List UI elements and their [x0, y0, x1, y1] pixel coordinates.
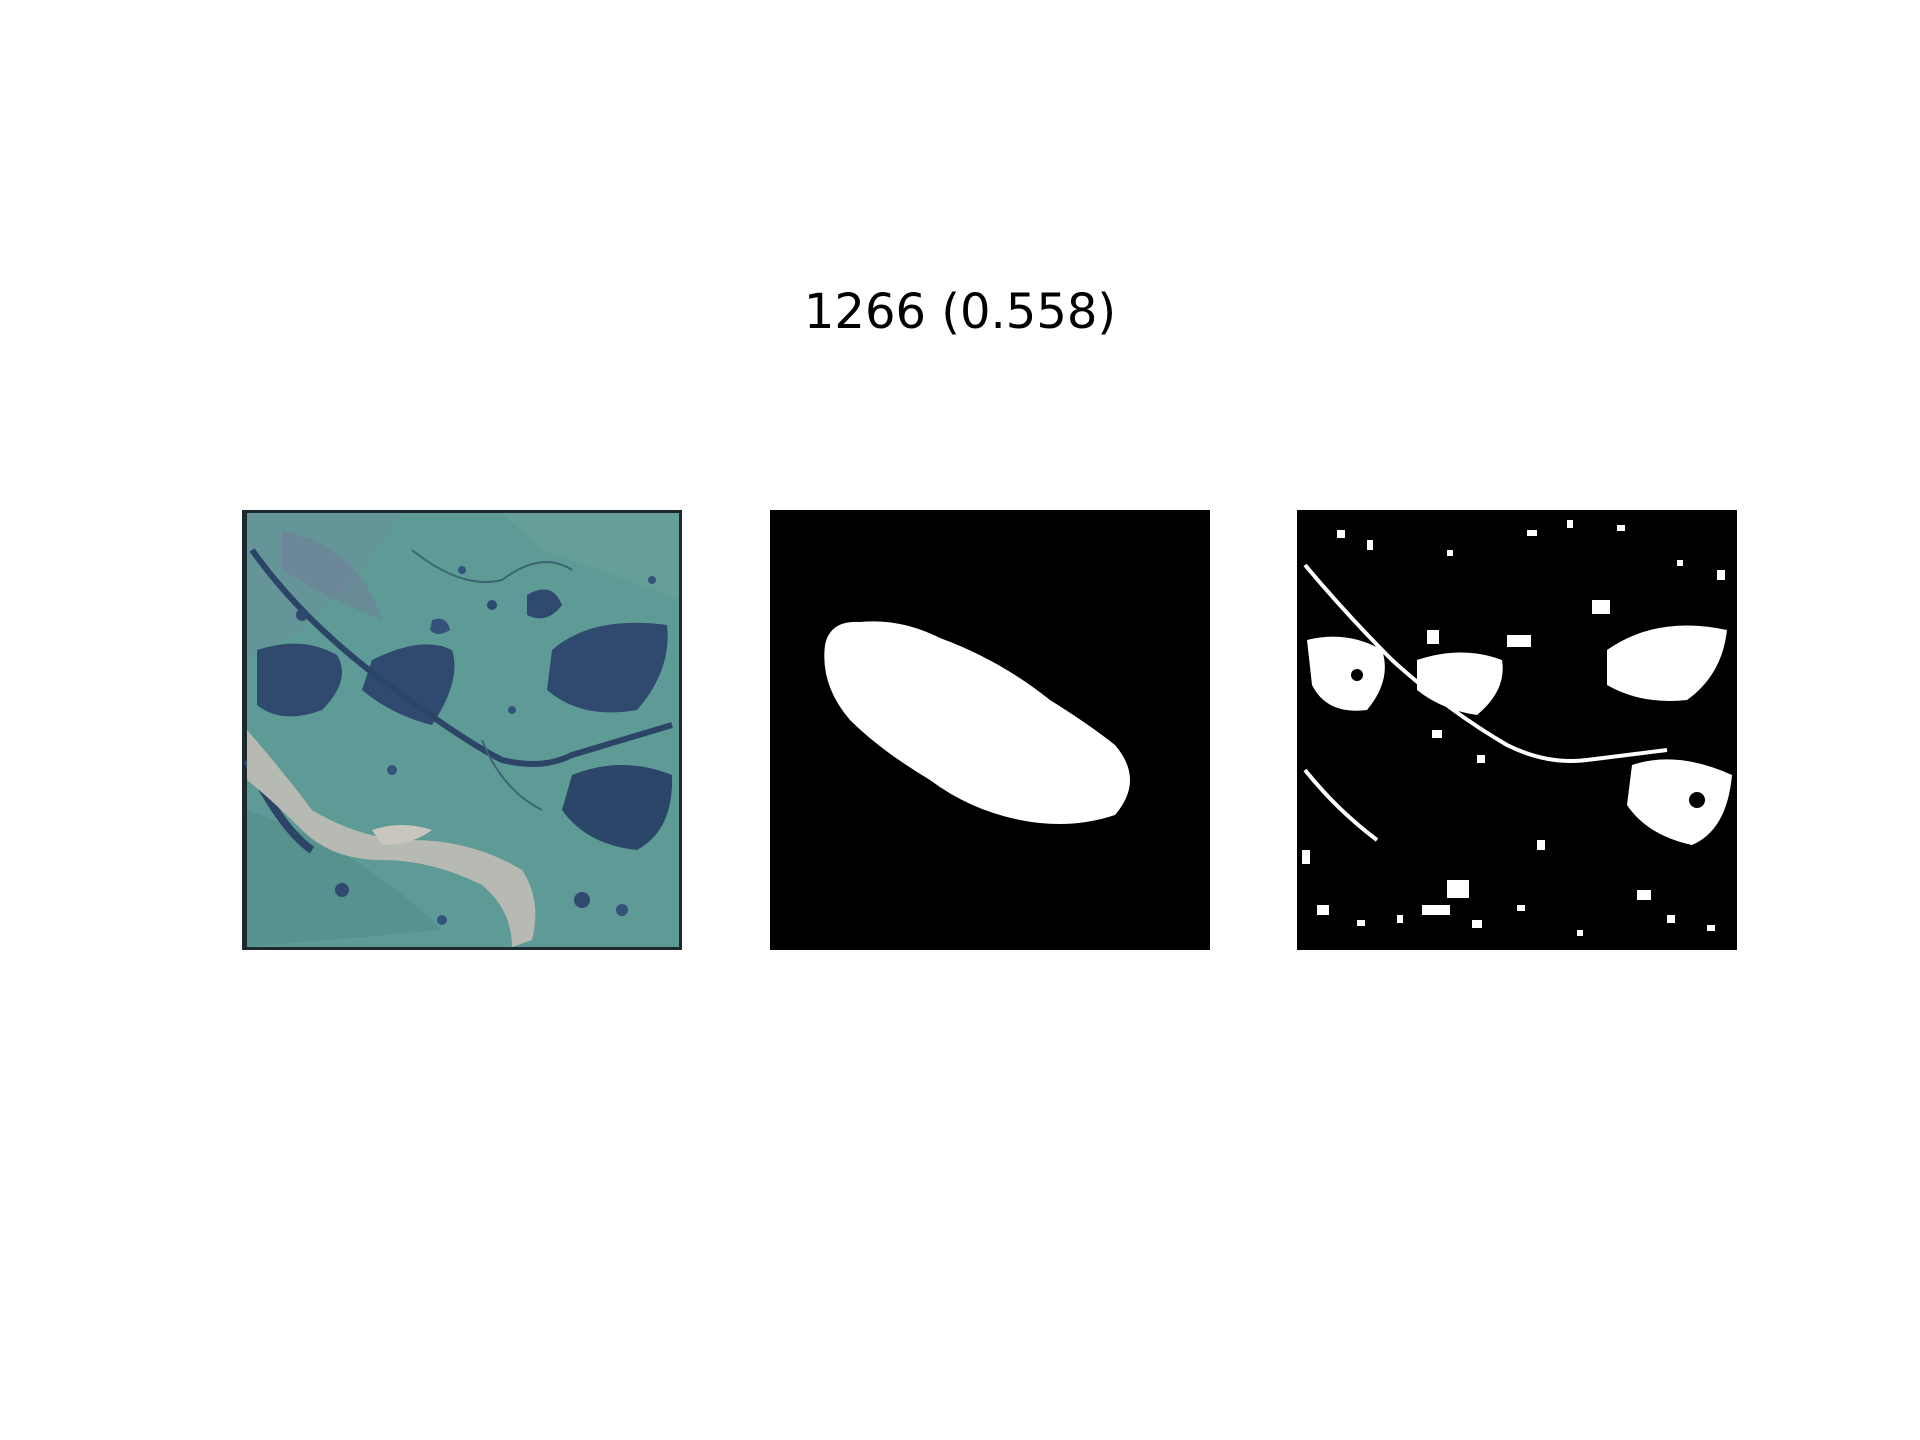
predicted-mask — [1297, 510, 1737, 950]
predicted-mask-panel — [1297, 510, 1737, 950]
satellite-image-panel — [242, 510, 682, 950]
ground-truth-mask — [770, 510, 1210, 950]
satellite-image — [242, 510, 682, 950]
ground-truth-mask-panel — [770, 510, 1210, 950]
figure-title: 1266 (0.558) — [803, 284, 1117, 340]
